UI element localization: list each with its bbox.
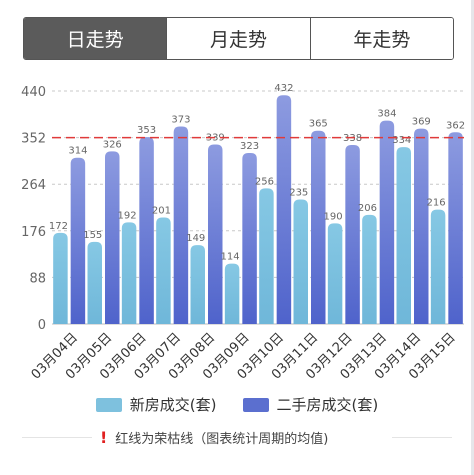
- legend-swatch-new: [95, 397, 122, 412]
- y-tick-label: 440: [21, 85, 46, 100]
- bar-new-house: [430, 209, 446, 324]
- data-label: 235: [289, 188, 308, 199]
- tab-yearly[interactable]: 年走势: [309, 18, 453, 59]
- data-label: 256: [255, 176, 274, 187]
- y-tick-label: 0: [38, 318, 46, 333]
- bar-second-hand: [276, 95, 292, 325]
- data-label: 323: [240, 141, 259, 152]
- data-label: 334: [392, 135, 411, 146]
- note-divider-right: [392, 437, 452, 438]
- legend-label-second: 二手房成交(套): [276, 396, 379, 414]
- data-label: 362: [446, 120, 465, 131]
- y-tick-label: 264: [21, 178, 46, 193]
- tab-daily[interactable]: 日走势: [24, 18, 167, 59]
- legend-label-new: 新房成交(套): [129, 396, 217, 414]
- data-label: 206: [358, 203, 377, 214]
- data-label: 432: [274, 83, 293, 94]
- period-tabs: 日走势 月走势 年走势: [23, 17, 454, 60]
- bar-second-hand: [208, 144, 223, 324]
- data-label: 353: [137, 125, 156, 136]
- bar-second-hand: [139, 137, 154, 324]
- bar-new-house: [259, 188, 274, 324]
- data-label: 149: [186, 233, 205, 244]
- legend-item-new[interactable]: 新房成交(套): [95, 394, 217, 415]
- scrollbar-edge: [471, 0, 474, 475]
- y-tick-label: 176: [21, 225, 46, 240]
- bar-second-hand: [379, 120, 395, 325]
- bar-second-hand: [448, 132, 463, 324]
- bar-new-house: [362, 214, 377, 324]
- tab-monthly[interactable]: 月走势: [166, 18, 310, 59]
- bar-second-hand: [242, 152, 257, 324]
- exclamation-icon: !: [100, 428, 108, 447]
- footnote-text: 红线为荣枯线（图表统计周期的均值): [115, 432, 329, 447]
- bar-new-house: [53, 232, 68, 324]
- bar-new-house: [396, 147, 411, 324]
- bar-new-house: [87, 241, 102, 324]
- data-label: 192: [118, 210, 137, 221]
- data-label: 172: [49, 221, 68, 232]
- y-tick-label: 352: [21, 132, 46, 147]
- data-label: 373: [171, 114, 190, 125]
- bar-new-house: [121, 222, 137, 324]
- data-label: 155: [83, 230, 102, 241]
- data-label: 314: [68, 146, 87, 157]
- y-tick-label: 88: [29, 271, 46, 286]
- data-label: 369: [412, 117, 431, 128]
- data-label: 326: [103, 139, 122, 150]
- bar-second-hand: [345, 145, 360, 324]
- bar-new-house: [156, 217, 171, 324]
- data-label: 339: [206, 132, 225, 143]
- bar-new-house: [293, 199, 308, 324]
- bar-second-hand: [70, 157, 86, 324]
- bar-second-hand: [414, 128, 429, 324]
- data-label: 201: [152, 206, 171, 217]
- bar-new-house: [190, 245, 205, 324]
- data-label: 338: [343, 133, 362, 144]
- data-label: 216: [427, 198, 446, 209]
- bar-new-house: [327, 223, 343, 324]
- bar-second-hand: [173, 126, 189, 324]
- legend-swatch-second: [242, 397, 269, 412]
- bar-new-house: [224, 263, 240, 324]
- data-label: 365: [309, 119, 328, 130]
- data-label: 190: [324, 211, 343, 222]
- note-divider-left: [22, 437, 92, 438]
- footnote: ! 红线为荣枯线（图表统计周期的均值): [100, 428, 328, 447]
- data-label: 384: [377, 109, 396, 120]
- bar-second-hand: [105, 151, 120, 324]
- chart-legend: 新房成交(套) 二手房成交(套): [0, 394, 474, 415]
- legend-item-second[interactable]: 二手房成交(套): [242, 394, 379, 415]
- bar-second-hand: [311, 130, 326, 324]
- bar-chart: 08817626435244017231403月04日15532603月05日1…: [21, 83, 465, 382]
- data-label: 114: [221, 252, 240, 263]
